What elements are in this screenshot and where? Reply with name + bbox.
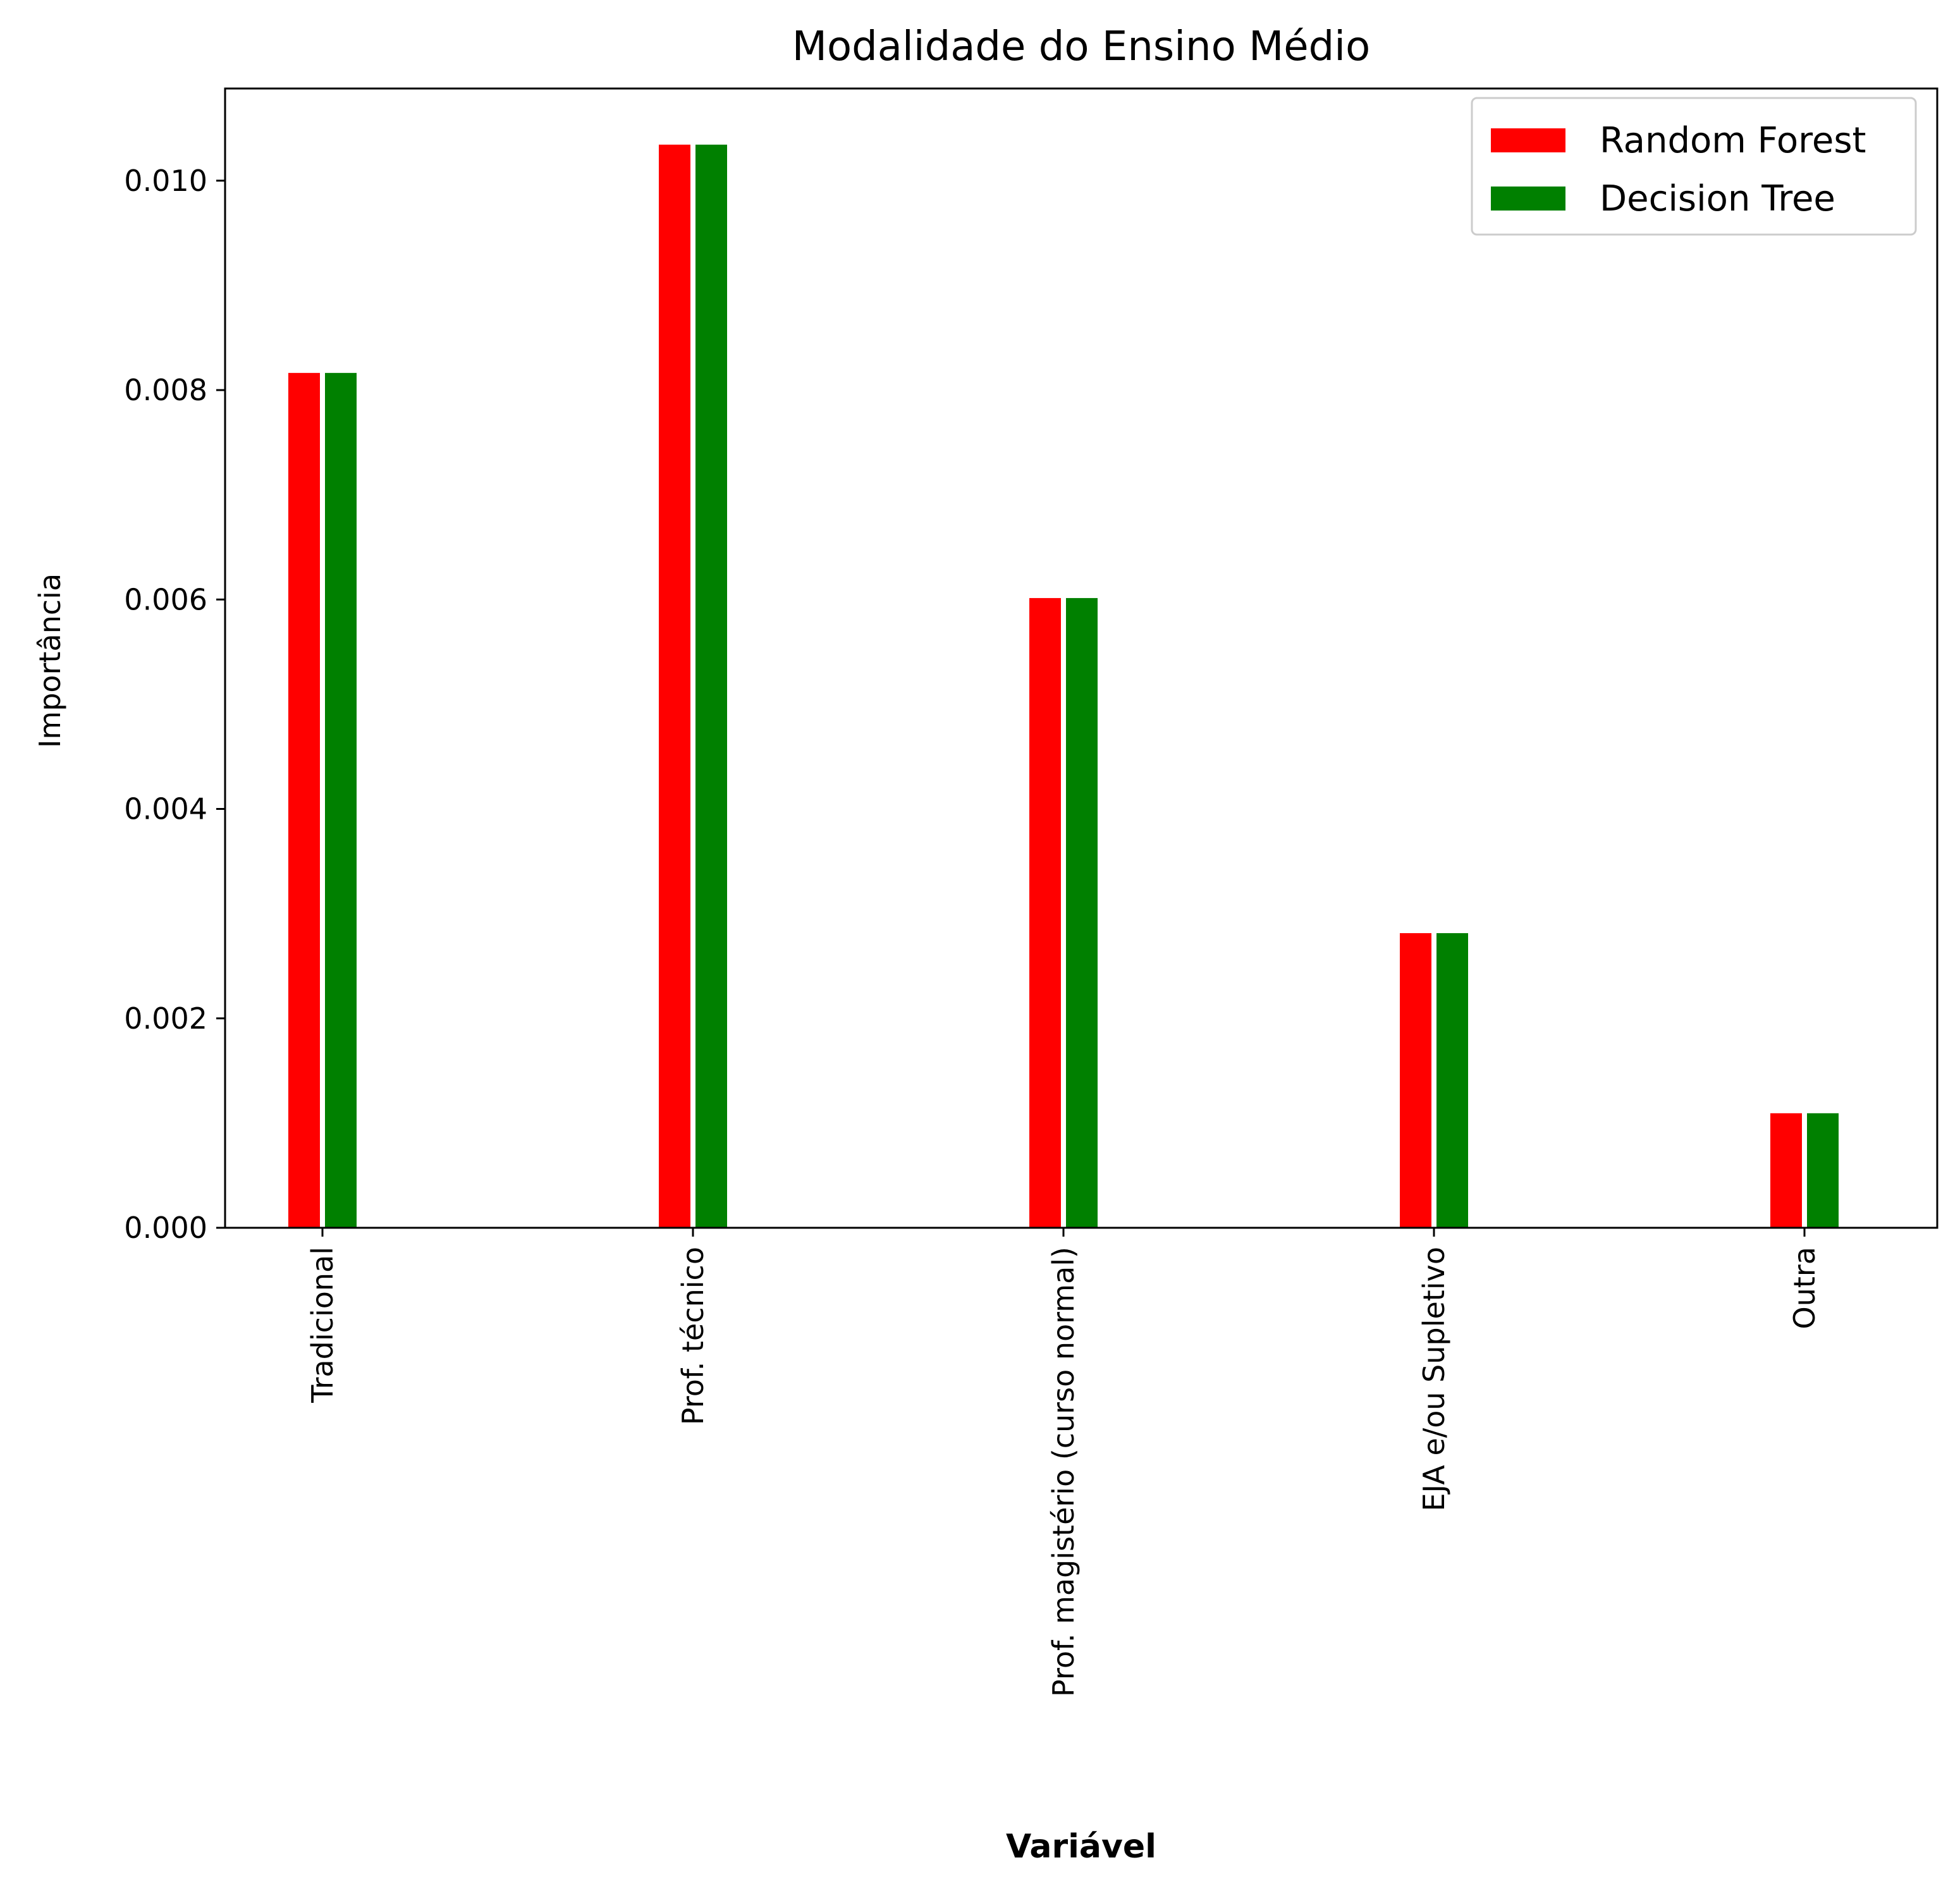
legend: Random Forest Decision Tree <box>1471 97 1917 236</box>
bar-random-forest-2 <box>658 143 692 1228</box>
legend-frame <box>1471 97 1917 236</box>
y-tick-label: 0.004 <box>124 792 207 826</box>
bar-decision-tree-5 <box>1806 1111 1840 1228</box>
bar-random-forest-3 <box>1028 596 1062 1228</box>
bar-random-forest-4 <box>1399 931 1433 1228</box>
bar-decision-tree-3 <box>1065 596 1099 1228</box>
legend-label-random-forest: Random Forest <box>1600 120 1866 161</box>
chart-title: Modalidade do Ensino Médio <box>792 23 1370 70</box>
y-tick-label: 0.010 <box>124 164 207 198</box>
x-axis-label: Variável <box>1006 1828 1156 1866</box>
legend-swatch-decision-tree <box>1491 187 1565 211</box>
y-tick-label: 0.002 <box>124 1001 207 1036</box>
bar-decision-tree-4 <box>1435 931 1469 1228</box>
legend-label-decision-tree: Decision Tree <box>1600 178 1835 219</box>
bar-decision-tree-1 <box>324 371 358 1228</box>
y-axis-label: Importância <box>33 573 67 748</box>
bar-decision-tree-2 <box>694 143 728 1228</box>
x-axis: Tradicional Prof. técnico Prof. magistério… <box>305 1228 1822 1697</box>
x-tick-label: EJA e/ou Supletivo <box>1417 1247 1451 1511</box>
y-axis: 0.000 0.002 0.004 0.006 0.008 0.010 <box>124 164 225 1245</box>
legend-swatch-random-forest <box>1491 128 1565 152</box>
plot-frame <box>224 87 1939 1229</box>
x-tick-label: Prof. técnico <box>676 1247 710 1425</box>
x-tick-label: Outra <box>1787 1247 1822 1330</box>
y-tick-label: 0.008 <box>124 373 207 407</box>
bar-random-forest-1 <box>287 371 321 1228</box>
bars-group <box>287 143 1840 1228</box>
y-tick-label: 0.000 <box>124 1211 207 1245</box>
bar-random-forest-5 <box>1769 1111 1803 1228</box>
y-tick-label: 0.006 <box>124 582 207 616</box>
x-tick-label: Tradicional <box>305 1247 340 1404</box>
x-tick-label: Prof. magistério (curso normal) <box>1046 1247 1081 1697</box>
